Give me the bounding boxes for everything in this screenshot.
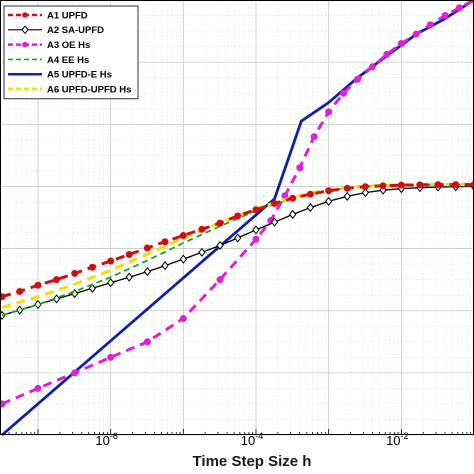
data-point xyxy=(339,89,347,97)
legend[interactable]: A1 UPFD A2 SA-UPFD A3 OE Hs A4 EE Hs A5 UPFD… xyxy=(3,5,139,100)
data-point xyxy=(216,219,224,227)
legend-item: A4 EE Hs xyxy=(8,55,89,66)
series-layer xyxy=(0,0,474,437)
x-tick-labels: 10-6 10-4 10-2 xyxy=(95,431,408,448)
legend-marker xyxy=(22,12,28,18)
data-point xyxy=(361,188,370,198)
data-point xyxy=(125,250,133,258)
data-point xyxy=(412,30,420,38)
data-point xyxy=(252,235,260,243)
data-point xyxy=(216,240,224,251)
minor-grid xyxy=(0,0,474,435)
data-point xyxy=(397,40,405,47)
data-point xyxy=(161,238,169,246)
data-point xyxy=(289,209,297,219)
data-point xyxy=(325,108,333,116)
x-axis-title: Time Step Size h xyxy=(193,453,312,470)
data-point xyxy=(216,276,224,284)
x-tick-label: 10-6 xyxy=(95,431,117,448)
data-point xyxy=(310,133,318,141)
data-point xyxy=(452,181,460,189)
data-point xyxy=(88,263,96,271)
data-point xyxy=(34,281,42,289)
data-point xyxy=(179,232,187,240)
data-point xyxy=(198,247,206,257)
legend-label: A6 UPFD-UPFD Hs xyxy=(47,84,131,95)
data-point xyxy=(143,338,151,346)
data-point xyxy=(234,212,242,220)
data-point xyxy=(0,293,6,301)
data-point xyxy=(343,184,351,192)
data-point xyxy=(125,272,133,282)
data-point xyxy=(71,369,79,377)
data-point xyxy=(325,187,333,195)
data-point xyxy=(107,353,115,361)
data-point xyxy=(179,314,187,322)
data-point xyxy=(161,261,169,271)
data-point xyxy=(71,269,79,277)
data-point xyxy=(198,225,206,233)
data-point xyxy=(354,75,362,83)
data-point xyxy=(271,200,279,208)
series-a1-upfd xyxy=(0,181,474,301)
data-point xyxy=(107,278,115,288)
data-point xyxy=(234,233,242,243)
legend-label: A4 EE Hs xyxy=(47,55,89,66)
legend-label: A1 UPFD xyxy=(47,10,88,21)
data-point xyxy=(325,196,333,206)
series-line xyxy=(1,183,474,299)
data-point xyxy=(34,299,42,310)
legend-item: A1 UPFD xyxy=(8,10,88,21)
data-point xyxy=(379,182,387,190)
legend-box xyxy=(3,5,139,100)
legend-item: A6 UPFD-UPFD Hs xyxy=(8,84,131,95)
x-tick-label: 10-4 xyxy=(241,431,263,448)
data-point xyxy=(107,257,115,265)
legend-marker xyxy=(22,41,28,48)
data-point xyxy=(306,190,314,198)
data-point xyxy=(306,202,315,213)
legend-item: A5 UPFD-E Hs xyxy=(8,70,112,81)
data-point xyxy=(397,181,405,189)
series-a3-oe-hs xyxy=(0,0,474,408)
data-point xyxy=(289,194,297,202)
data-point xyxy=(0,400,6,408)
series-a6-upfd-upfd-hs xyxy=(1,183,474,310)
series-line xyxy=(1,183,474,310)
legend-label: A3 OE Hs xyxy=(47,40,90,51)
data-point xyxy=(270,217,279,227)
data-point xyxy=(34,384,42,392)
legend-marker xyxy=(21,25,29,35)
data-point xyxy=(16,287,24,295)
data-point xyxy=(252,225,260,235)
data-point xyxy=(143,244,151,252)
data-point xyxy=(426,21,434,29)
data-point xyxy=(179,254,187,264)
data-point xyxy=(343,191,351,201)
data-point xyxy=(53,276,61,284)
x-tick-label: 10-2 xyxy=(386,431,408,448)
legend-item: A3 OE Hs xyxy=(8,40,90,51)
data-point xyxy=(143,266,152,277)
legend-label: A5 UPFD-E Hs xyxy=(47,70,112,81)
data-point xyxy=(368,63,376,71)
data-point xyxy=(88,283,97,293)
data-point xyxy=(252,206,260,214)
data-point xyxy=(434,181,442,189)
data-point xyxy=(441,12,449,20)
data-point xyxy=(361,183,369,191)
data-point xyxy=(416,181,424,189)
tick-marks xyxy=(0,429,474,435)
series-a2-sa-upfd xyxy=(0,181,474,320)
data-point xyxy=(383,50,391,58)
legend-item: A2 SA-UPFD xyxy=(8,25,104,36)
data-point xyxy=(455,4,463,12)
data-point xyxy=(296,164,304,172)
legend-label: A2 SA-UPFD xyxy=(47,25,104,36)
